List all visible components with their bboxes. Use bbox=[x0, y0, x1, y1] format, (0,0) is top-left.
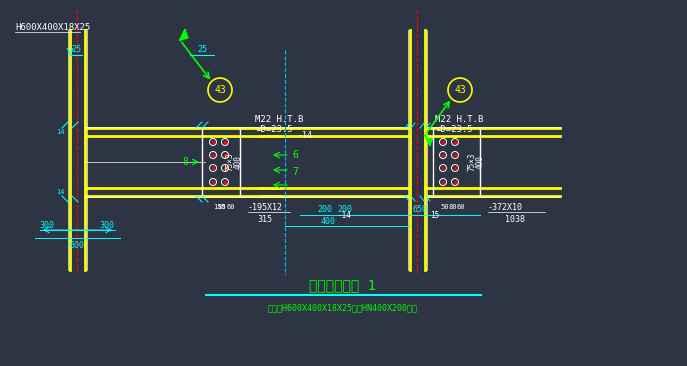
Text: -14: -14 bbox=[338, 210, 352, 220]
Text: -195X12: -195X12 bbox=[248, 202, 283, 212]
Text: 400: 400 bbox=[234, 155, 243, 169]
Text: 75×3: 75×3 bbox=[467, 153, 477, 171]
Text: 200: 200 bbox=[337, 205, 352, 214]
Text: 43: 43 bbox=[214, 85, 226, 95]
Text: 1038: 1038 bbox=[505, 216, 525, 224]
Text: 80: 80 bbox=[218, 204, 226, 210]
Text: 300: 300 bbox=[39, 220, 54, 229]
Text: 60: 60 bbox=[227, 204, 235, 210]
Text: 50: 50 bbox=[441, 204, 449, 210]
Text: 43: 43 bbox=[454, 85, 466, 95]
Text: 400: 400 bbox=[475, 155, 484, 169]
Text: 25: 25 bbox=[71, 45, 81, 55]
Text: 300: 300 bbox=[100, 220, 115, 229]
Text: 155: 155 bbox=[213, 204, 226, 210]
Text: 14: 14 bbox=[56, 189, 65, 195]
Text: 600: 600 bbox=[69, 240, 85, 250]
Text: 200: 200 bbox=[317, 205, 333, 214]
Text: 315: 315 bbox=[258, 216, 273, 224]
Text: -372X10: -372X10 bbox=[488, 202, 523, 212]
Text: 25: 25 bbox=[197, 45, 207, 55]
Text: 14: 14 bbox=[56, 129, 65, 135]
Text: 80: 80 bbox=[449, 204, 458, 210]
Text: 6: 6 bbox=[292, 150, 298, 160]
Polygon shape bbox=[180, 30, 188, 40]
Text: 75×3: 75×3 bbox=[225, 153, 234, 171]
Text: 梁柱连接节点 1: 梁柱连接节点 1 bbox=[310, 278, 376, 292]
Text: -14: -14 bbox=[297, 131, 313, 139]
Text: M22 H.T.B: M22 H.T.B bbox=[435, 116, 484, 124]
Text: 7: 7 bbox=[292, 167, 298, 177]
Text: 15: 15 bbox=[430, 210, 440, 220]
Text: H600X400X18X25: H600X400X18X25 bbox=[15, 23, 90, 33]
Text: 用于钢H600X400X18X25与钢HN400X200连接: 用于钢H600X400X18X25与钢HN400X200连接 bbox=[268, 303, 418, 313]
Polygon shape bbox=[425, 135, 433, 145]
Text: 8: 8 bbox=[182, 157, 188, 167]
Text: 400: 400 bbox=[321, 217, 335, 227]
Text: 60: 60 bbox=[457, 204, 465, 210]
Text: ∠D=23.5: ∠D=23.5 bbox=[435, 126, 473, 134]
Text: 650: 650 bbox=[412, 205, 427, 214]
Text: ∠D=23.5: ∠D=23.5 bbox=[255, 126, 293, 134]
Text: M22 H.T.B: M22 H.T.B bbox=[255, 116, 304, 124]
